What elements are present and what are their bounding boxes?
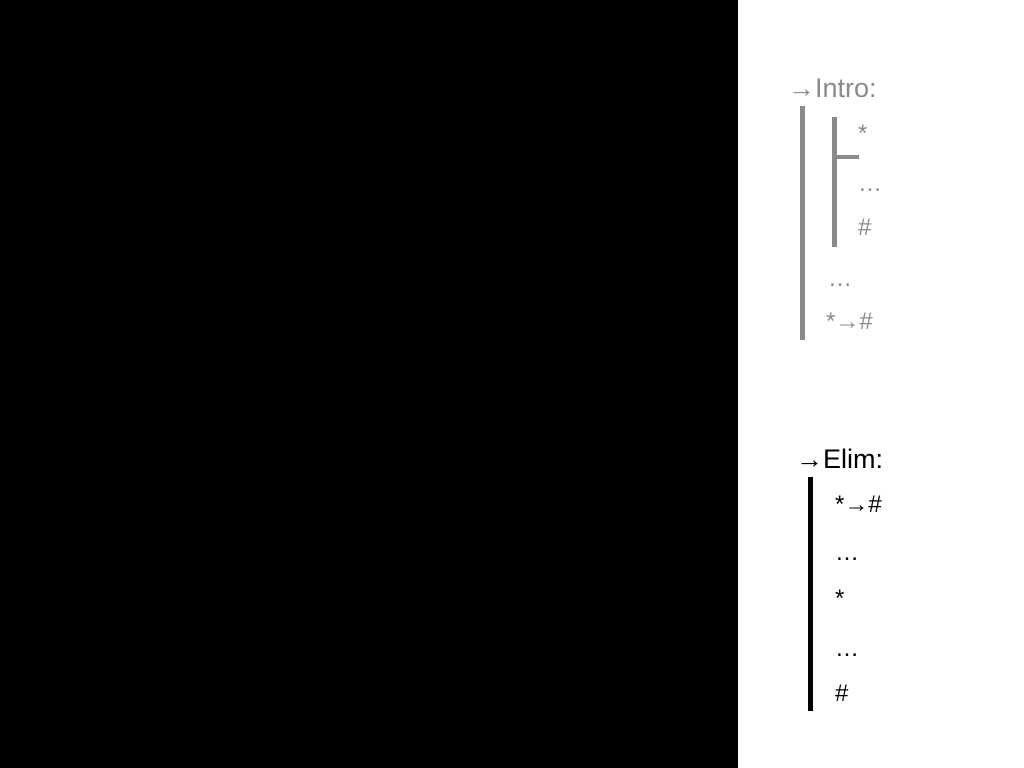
elim-line-5: # [835, 680, 849, 707]
intro-assumption-line [832, 155, 859, 159]
rules-panel: →Intro: * … # … *→# →Elim: *→# … * … # [738, 0, 1024, 768]
intro-result: *→# [826, 308, 873, 335]
elim-line-4: … [835, 635, 859, 662]
intro-heading: →Intro: [788, 73, 877, 103]
elim-line-2: … [835, 539, 859, 566]
intro-assumption: * [858, 120, 868, 147]
intro-subproof-bar [832, 117, 837, 247]
intro-outer-scope-bar [800, 106, 805, 340]
intro-ellipsis: … [828, 265, 852, 292]
intro-subproof-ellipsis: … [858, 170, 882, 197]
blank-black-panel [0, 0, 738, 768]
elim-line-1: *→# [835, 491, 882, 518]
elim-scope-bar [808, 477, 813, 711]
elim-line-3: * [835, 585, 845, 612]
elim-heading: →Elim: [796, 444, 883, 474]
intro-subproof-conclusion: # [858, 214, 872, 241]
